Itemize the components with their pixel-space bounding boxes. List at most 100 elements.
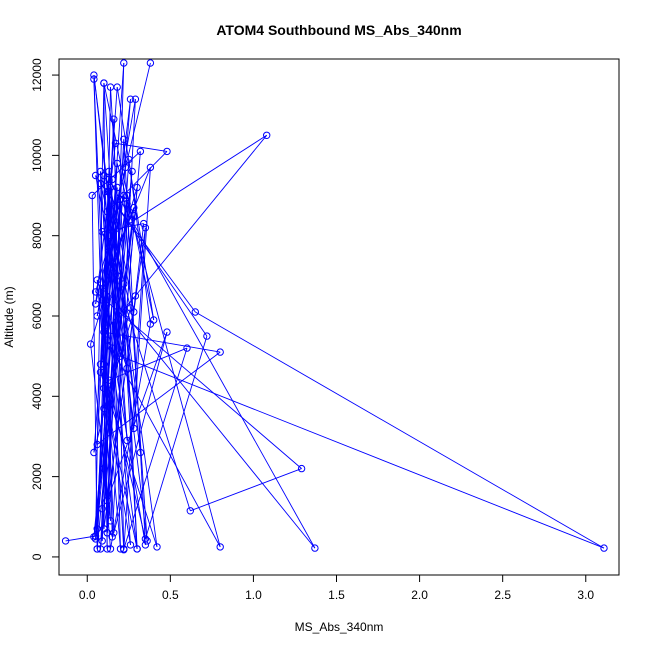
data-point xyxy=(143,537,151,545)
data-point xyxy=(106,545,115,553)
data-point xyxy=(120,135,128,144)
data-point xyxy=(108,344,116,352)
x-tick-label: 0.0 xyxy=(79,588,96,602)
data-point xyxy=(110,215,118,224)
y-tick-label: 12000 xyxy=(30,58,44,92)
data-point xyxy=(100,360,108,368)
data-point xyxy=(150,316,158,324)
data-point xyxy=(263,131,271,140)
series-segment xyxy=(100,364,131,545)
series-segment xyxy=(103,175,113,537)
data-point xyxy=(91,288,100,296)
data-point xyxy=(101,304,110,312)
chart-title: ATOM4 Southbound MS_Abs_340nm xyxy=(216,22,461,38)
y-tick-label: 8000 xyxy=(30,222,44,249)
data-point xyxy=(163,328,171,336)
data-point xyxy=(88,191,96,200)
series-layer xyxy=(61,59,608,554)
series-segment xyxy=(125,62,151,168)
x-axis: 0.0 0.5 1.0 1.5 2.0 2.5 3.0 xyxy=(79,574,594,602)
data-point xyxy=(105,167,113,176)
series-segment xyxy=(91,195,98,549)
data-point xyxy=(113,83,121,91)
data-point xyxy=(297,464,306,473)
data-point xyxy=(100,79,108,87)
data-point xyxy=(96,368,105,376)
series-segment xyxy=(108,347,188,381)
x-tick-label: 1.0 xyxy=(245,588,262,602)
y-tick-label: 4000 xyxy=(30,383,44,410)
series-segment xyxy=(110,187,135,313)
series-segment xyxy=(103,287,316,549)
series-segment xyxy=(110,134,267,237)
x-tick-label: 1.5 xyxy=(328,588,345,602)
data-point xyxy=(93,545,101,553)
data-point xyxy=(136,448,145,457)
data-point xyxy=(93,525,101,533)
data-point xyxy=(216,348,224,356)
data-point xyxy=(105,175,113,184)
series-segment xyxy=(100,183,196,313)
series-segment xyxy=(195,311,605,549)
data-point xyxy=(100,328,108,336)
series-segment xyxy=(113,167,126,220)
data-point xyxy=(133,183,141,192)
x-tick-label: 3.0 xyxy=(577,588,594,602)
data-point xyxy=(96,360,105,368)
data-point xyxy=(103,497,111,505)
data-point xyxy=(163,147,171,156)
data-point xyxy=(121,163,130,172)
data-point xyxy=(98,537,106,545)
data-point xyxy=(311,544,319,552)
x-axis-label: MS_Abs_340nm xyxy=(295,620,384,634)
series-segment xyxy=(120,355,605,549)
data-point xyxy=(93,312,101,320)
data-point xyxy=(86,340,95,348)
series-segment xyxy=(111,348,146,545)
data-point xyxy=(123,364,131,372)
data-point xyxy=(120,545,128,553)
data-point xyxy=(96,179,105,188)
data-point xyxy=(110,264,118,272)
data-point xyxy=(91,171,100,180)
data-point xyxy=(116,545,125,553)
data-point xyxy=(91,535,100,543)
series-segment xyxy=(93,235,111,453)
data-point xyxy=(186,507,195,515)
data-point xyxy=(90,75,98,83)
x-tick-label: 2.5 xyxy=(494,588,511,602)
data-point xyxy=(126,95,135,103)
data-point xyxy=(130,424,138,433)
x-tick-label: 2.0 xyxy=(411,588,428,602)
data-point xyxy=(130,308,138,316)
series-segment xyxy=(95,291,302,469)
series-segment xyxy=(103,219,115,409)
data-point xyxy=(141,535,150,543)
data-point xyxy=(116,352,125,360)
data-point xyxy=(108,260,116,268)
data-point xyxy=(98,505,106,513)
data-point xyxy=(600,544,608,552)
data-point xyxy=(126,541,135,549)
data-point xyxy=(100,284,108,292)
series-segment xyxy=(116,62,125,276)
series-segment xyxy=(126,223,145,369)
y-tick-label: 6000 xyxy=(30,302,44,329)
series-segment xyxy=(93,75,118,276)
data-point xyxy=(103,529,111,537)
data-point xyxy=(91,300,100,308)
series-segment xyxy=(100,171,110,365)
data-point xyxy=(123,436,131,445)
series-segment xyxy=(123,347,188,550)
data-point xyxy=(131,292,140,300)
data-point xyxy=(131,95,140,103)
x-tick-label: 0.5 xyxy=(162,588,179,602)
series-segment xyxy=(106,339,221,548)
data-point xyxy=(120,59,128,67)
data-point xyxy=(183,344,191,352)
data-point xyxy=(128,167,136,176)
data-point xyxy=(140,219,148,228)
data-point xyxy=(146,163,155,172)
data-point xyxy=(153,543,161,551)
